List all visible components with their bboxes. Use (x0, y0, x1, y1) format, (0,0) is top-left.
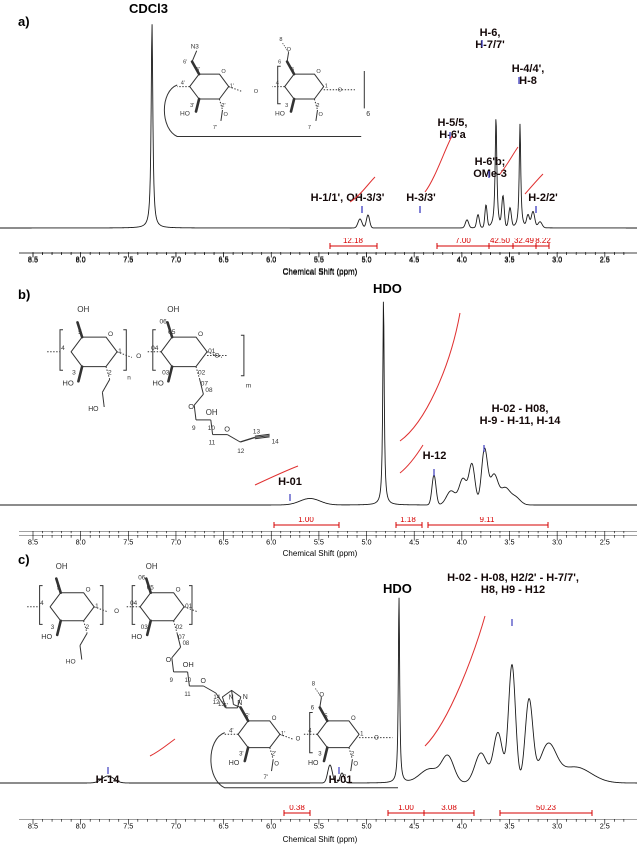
svg-text:1.18: 1.18 (400, 517, 416, 524)
svg-text:7.0: 7.0 (171, 822, 181, 831)
svg-text:8.22: 8.22 (535, 238, 551, 245)
svg-text:4.5: 4.5 (409, 256, 419, 265)
svg-text:3.08: 3.08 (441, 805, 457, 812)
svg-text:4.5: 4.5 (409, 538, 419, 547)
svg-text:5.0: 5.0 (361, 538, 371, 547)
svg-text:6.5: 6.5 (219, 822, 229, 831)
svg-text:4.0: 4.0 (457, 538, 467, 547)
svg-text:2.5: 2.5 (600, 822, 610, 831)
svg-text:6.0: 6.0 (266, 256, 276, 265)
svg-text:5.0: 5.0 (361, 822, 371, 831)
svg-text:7.5: 7.5 (123, 256, 133, 265)
svg-text:32.49: 32.49 (514, 238, 535, 245)
svg-text:5.5: 5.5 (314, 256, 324, 265)
svg-text:7.0: 7.0 (171, 538, 181, 547)
svg-text:1.00: 1.00 (298, 517, 314, 524)
svg-text:3.0: 3.0 (552, 822, 562, 831)
svg-text:8.0: 8.0 (76, 822, 86, 831)
svg-text:2.5: 2.5 (600, 256, 610, 265)
svg-text:8.5: 8.5 (28, 538, 38, 547)
svg-text:5.5: 5.5 (314, 538, 324, 547)
svg-text:9.11: 9.11 (480, 517, 496, 524)
svg-text:50.23: 50.23 (536, 805, 557, 812)
svg-text:4.0: 4.0 (457, 822, 467, 831)
svg-text:4.5: 4.5 (409, 822, 419, 831)
svg-text:1.00: 1.00 (398, 805, 414, 812)
svg-text:4.0: 4.0 (457, 256, 467, 265)
svg-text:6.0: 6.0 (266, 822, 276, 831)
svg-text:12.18: 12.18 (343, 238, 364, 245)
svg-text:6.5: 6.5 (219, 256, 229, 265)
svg-text:7.0: 7.0 (171, 256, 181, 265)
svg-text:8.0: 8.0 (76, 256, 86, 265)
svg-text:3.5: 3.5 (504, 822, 514, 831)
svg-text:8.5: 8.5 (28, 256, 38, 265)
svg-text:6.5: 6.5 (219, 538, 229, 547)
svg-text:7.5: 7.5 (123, 822, 133, 831)
svg-text:2.5: 2.5 (600, 538, 610, 547)
svg-text:8.5: 8.5 (28, 822, 38, 831)
svg-text:7.00: 7.00 (455, 238, 471, 245)
svg-text:42.50: 42.50 (490, 238, 511, 245)
svg-text:3.5: 3.5 (504, 256, 514, 265)
svg-text:3.5: 3.5 (504, 538, 514, 547)
svg-text:3.0: 3.0 (552, 538, 562, 547)
svg-text:0.38: 0.38 (289, 805, 305, 812)
svg-text:5.5: 5.5 (314, 822, 324, 831)
svg-text:8.0: 8.0 (76, 538, 86, 547)
svg-text:6.0: 6.0 (266, 538, 276, 547)
svg-text:5.0: 5.0 (361, 256, 371, 265)
svg-text:3.0: 3.0 (552, 256, 562, 265)
svg-text:7.5: 7.5 (123, 538, 133, 547)
